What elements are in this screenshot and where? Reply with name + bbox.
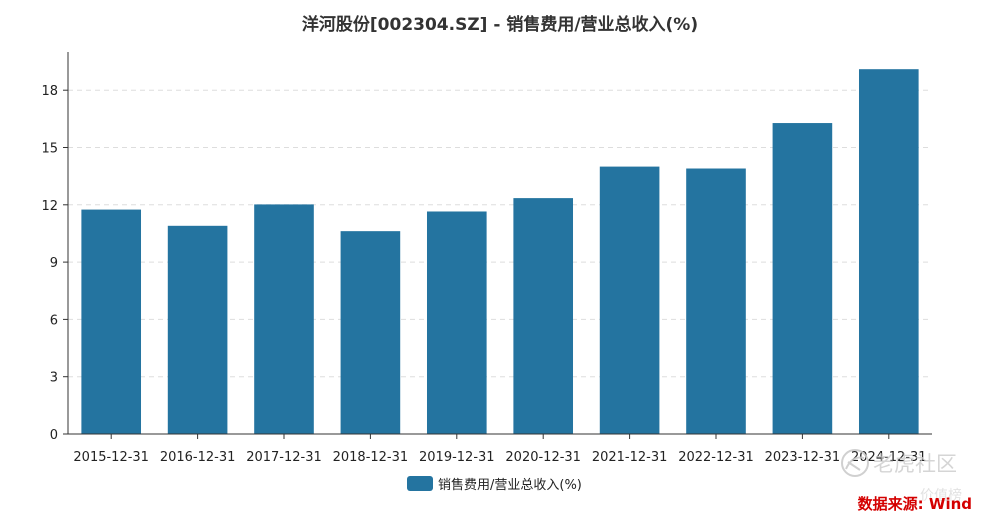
x-axis-ticks: 2015-12-31 2016-12-31 2017-12-31 2018-12-31… xyxy=(73,434,927,465)
bars-group xyxy=(81,69,919,434)
y-tick-label: 0 xyxy=(50,428,58,443)
x-tick-label: 2021-12-31 xyxy=(592,450,668,465)
watermark-text-secondary: 价值榜 xyxy=(920,487,962,504)
y-tick-label: 15 xyxy=(41,142,58,157)
y-tick-label: 3 xyxy=(50,371,58,386)
x-tick-label: 2017-12-31 xyxy=(246,450,322,465)
bar-2018-12-31[interactable] xyxy=(340,231,401,434)
bar-2017-12-31[interactable] xyxy=(254,204,314,434)
x-tick-label: 2022-12-31 xyxy=(678,450,754,465)
data-source-label: 数据来源: Wind xyxy=(858,495,972,513)
bar-2015-12-31[interactable] xyxy=(81,209,142,434)
watermark-text-primary: 老虎社区 xyxy=(873,452,957,476)
x-tick-label: 2015-12-31 xyxy=(73,450,149,465)
bar-2019-12-31[interactable] xyxy=(426,211,487,434)
x-tick-label: 2024-12-31 xyxy=(851,450,927,465)
bar-2023-12-31[interactable] xyxy=(772,123,833,434)
watermark: 老虎社区 价值榜 xyxy=(841,449,962,504)
y-tick-label: 18 xyxy=(41,84,58,99)
x-tick-label: 2016-12-31 xyxy=(160,450,236,465)
x-tick-label: 2020-12-31 xyxy=(505,450,581,465)
x-tick-label: 2018-12-31 xyxy=(333,450,409,465)
legend-swatch xyxy=(407,476,433,491)
bar-2016-12-31[interactable] xyxy=(167,225,228,434)
y-tick-label: 6 xyxy=(50,313,58,328)
y-tick-label: 9 xyxy=(50,256,58,271)
bar-2022-12-31[interactable] xyxy=(686,168,746,434)
y-tick-label: 12 xyxy=(41,199,58,214)
y-axis-ticks: 0 3 6 9 12 15 18 xyxy=(41,84,68,443)
chart-title: 洋河股份[002304.SZ] - 销售费用/营业总收入(%) xyxy=(302,14,698,35)
bar-2021-12-31[interactable] xyxy=(599,166,660,434)
bar-2020-12-31[interactable] xyxy=(513,198,574,434)
x-tick-label: 2019-12-31 xyxy=(419,450,495,465)
tiger-logo-icon xyxy=(841,449,869,477)
legend[interactable]: 销售费用/营业总收入(%) xyxy=(407,476,582,493)
bar-2024-12-31[interactable] xyxy=(858,69,919,434)
legend-label: 销售费用/营业总收入(%) xyxy=(438,477,582,493)
x-tick-label: 2023-12-31 xyxy=(765,450,841,465)
